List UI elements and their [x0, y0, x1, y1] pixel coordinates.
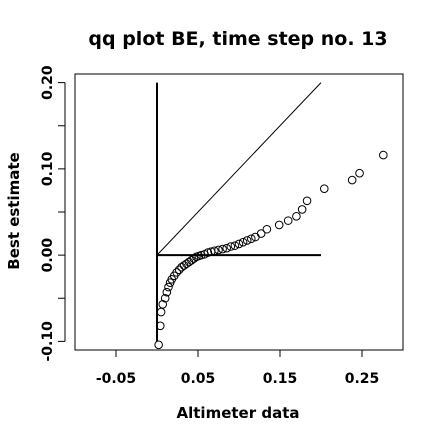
x-tick-label: -0.05: [96, 371, 136, 387]
plot-area-frame: [74, 73, 404, 351]
data-point: [242, 236, 252, 245]
data-point: [256, 229, 266, 238]
y-tick-label: 0.20: [40, 65, 56, 100]
data-point: [189, 254, 199, 263]
data-point: [203, 248, 213, 257]
data-point: [283, 216, 293, 225]
x-tick-label: 0.05: [181, 371, 216, 387]
y-tick-label: 0.10: [40, 151, 56, 186]
data-point: [297, 205, 307, 214]
y-tick-label: -0.10: [40, 321, 56, 362]
data-point: [379, 150, 388, 160]
data-points: [154, 150, 388, 350]
data-point: [355, 168, 364, 178]
data-point: [156, 307, 166, 317]
data-point: [234, 239, 244, 249]
x-tick-label: 0.15: [263, 371, 298, 387]
data-point: [160, 293, 170, 303]
data-point: [154, 340, 163, 350]
data-point: [319, 184, 329, 194]
data-point: [158, 299, 168, 309]
data-point: [274, 220, 284, 230]
data-point: [174, 265, 184, 275]
y-tick-label: 0.00: [40, 238, 56, 273]
data-point: [226, 242, 236, 251]
reference-lines: [156, 82, 322, 342]
y-axis: -0.10 0.00 0.10 0.20: [40, 65, 66, 362]
x-tick-label: 0.25: [345, 371, 380, 387]
data-point: [162, 287, 172, 297]
x-axis-label: Altimeter data: [177, 404, 300, 422]
data-point: [218, 244, 227, 254]
data-point: [292, 212, 301, 221]
data-point: [155, 321, 165, 331]
data-point: [230, 241, 240, 250]
data-point: [210, 246, 219, 256]
data-point: [172, 268, 181, 277]
reference-line-diagonal: [156, 82, 322, 256]
data-point: [247, 234, 256, 244]
data-point: [222, 243, 231, 253]
data-point: [164, 282, 173, 292]
data-point: [262, 224, 272, 234]
data-point: [238, 237, 248, 247]
data-point: [214, 245, 223, 255]
data-point: [302, 196, 312, 206]
x-axis: -0.05 0.05 0.15 0.25: [96, 350, 379, 387]
data-point: [347, 175, 357, 185]
chart-title: qq plot BE, time step no. 13: [88, 28, 387, 50]
y-axis-label: Best estimate: [5, 152, 23, 269]
